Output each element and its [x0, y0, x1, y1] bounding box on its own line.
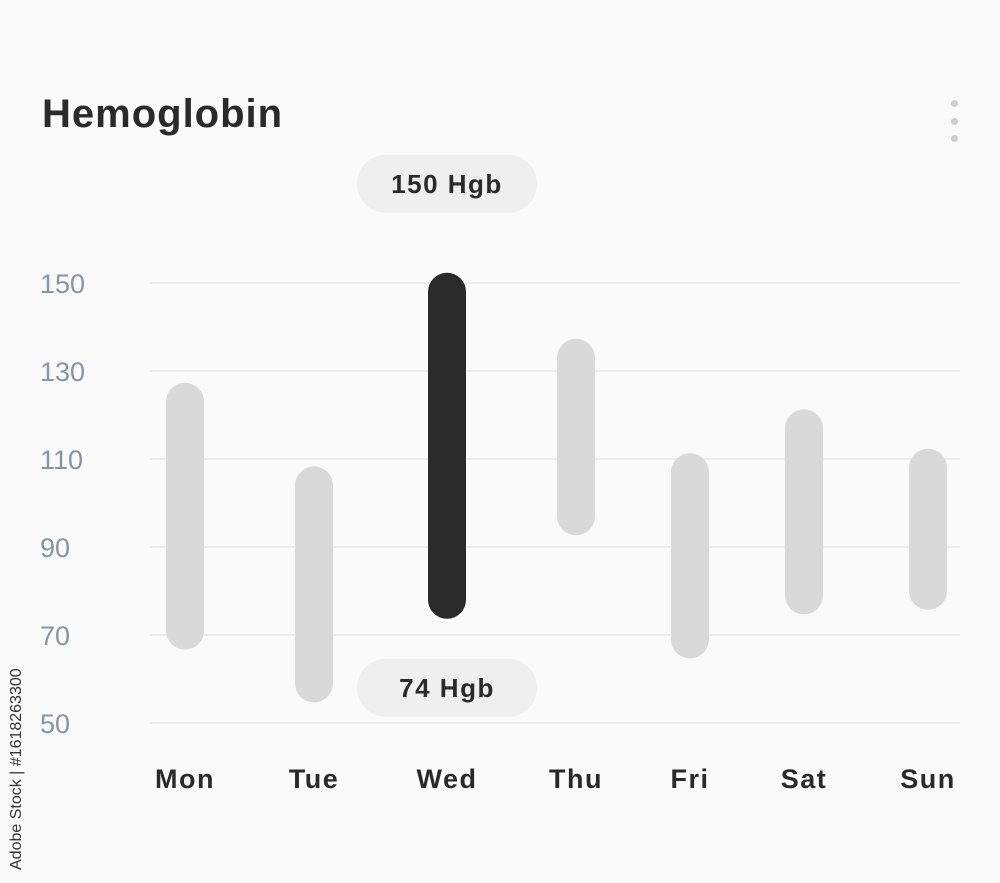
- range-bar-wed: [428, 272, 466, 619]
- range-bar-sun: [909, 448, 947, 610]
- range-bar-fri: [671, 453, 709, 659]
- y-tick-label: 50: [40, 709, 70, 739]
- stock-watermark: Adobe Stock | #1618263300: [8, 668, 25, 870]
- y-tick-label: 130: [40, 357, 85, 387]
- range-bar-sat: [785, 409, 823, 615]
- x-category-label: Sun: [900, 764, 956, 794]
- min-value-callout-pill: [357, 658, 537, 717]
- x-category-label: Mon: [155, 764, 215, 794]
- max-value-callout-pill: [357, 154, 537, 213]
- y-tick-label: 150: [40, 269, 85, 299]
- range-bar-thu: [557, 338, 595, 536]
- card-title: Hemoglobin: [42, 92, 284, 136]
- menu-dot: [950, 117, 958, 125]
- range-bar-tue: [295, 466, 333, 703]
- x-category-label: Tue: [289, 764, 340, 794]
- y-tick-label: 70: [40, 621, 70, 651]
- x-category-label: Fri: [670, 764, 709, 794]
- x-category-label: Thu: [549, 764, 603, 794]
- min-value-callout: 74 Hgb: [399, 673, 495, 703]
- x-category-label: Wed: [416, 764, 477, 794]
- menu-dot: [950, 100, 958, 107]
- y-tick-label: 110: [40, 445, 83, 475]
- x-category-label: Sat: [781, 764, 828, 794]
- range-bar-mon: [166, 382, 204, 650]
- y-tick-label: 90: [40, 533, 70, 563]
- menu-dot: [950, 135, 958, 142]
- more-vertical-icon[interactable]: [946, 100, 962, 142]
- max-value-callout: 150 Hgb: [391, 169, 503, 199]
